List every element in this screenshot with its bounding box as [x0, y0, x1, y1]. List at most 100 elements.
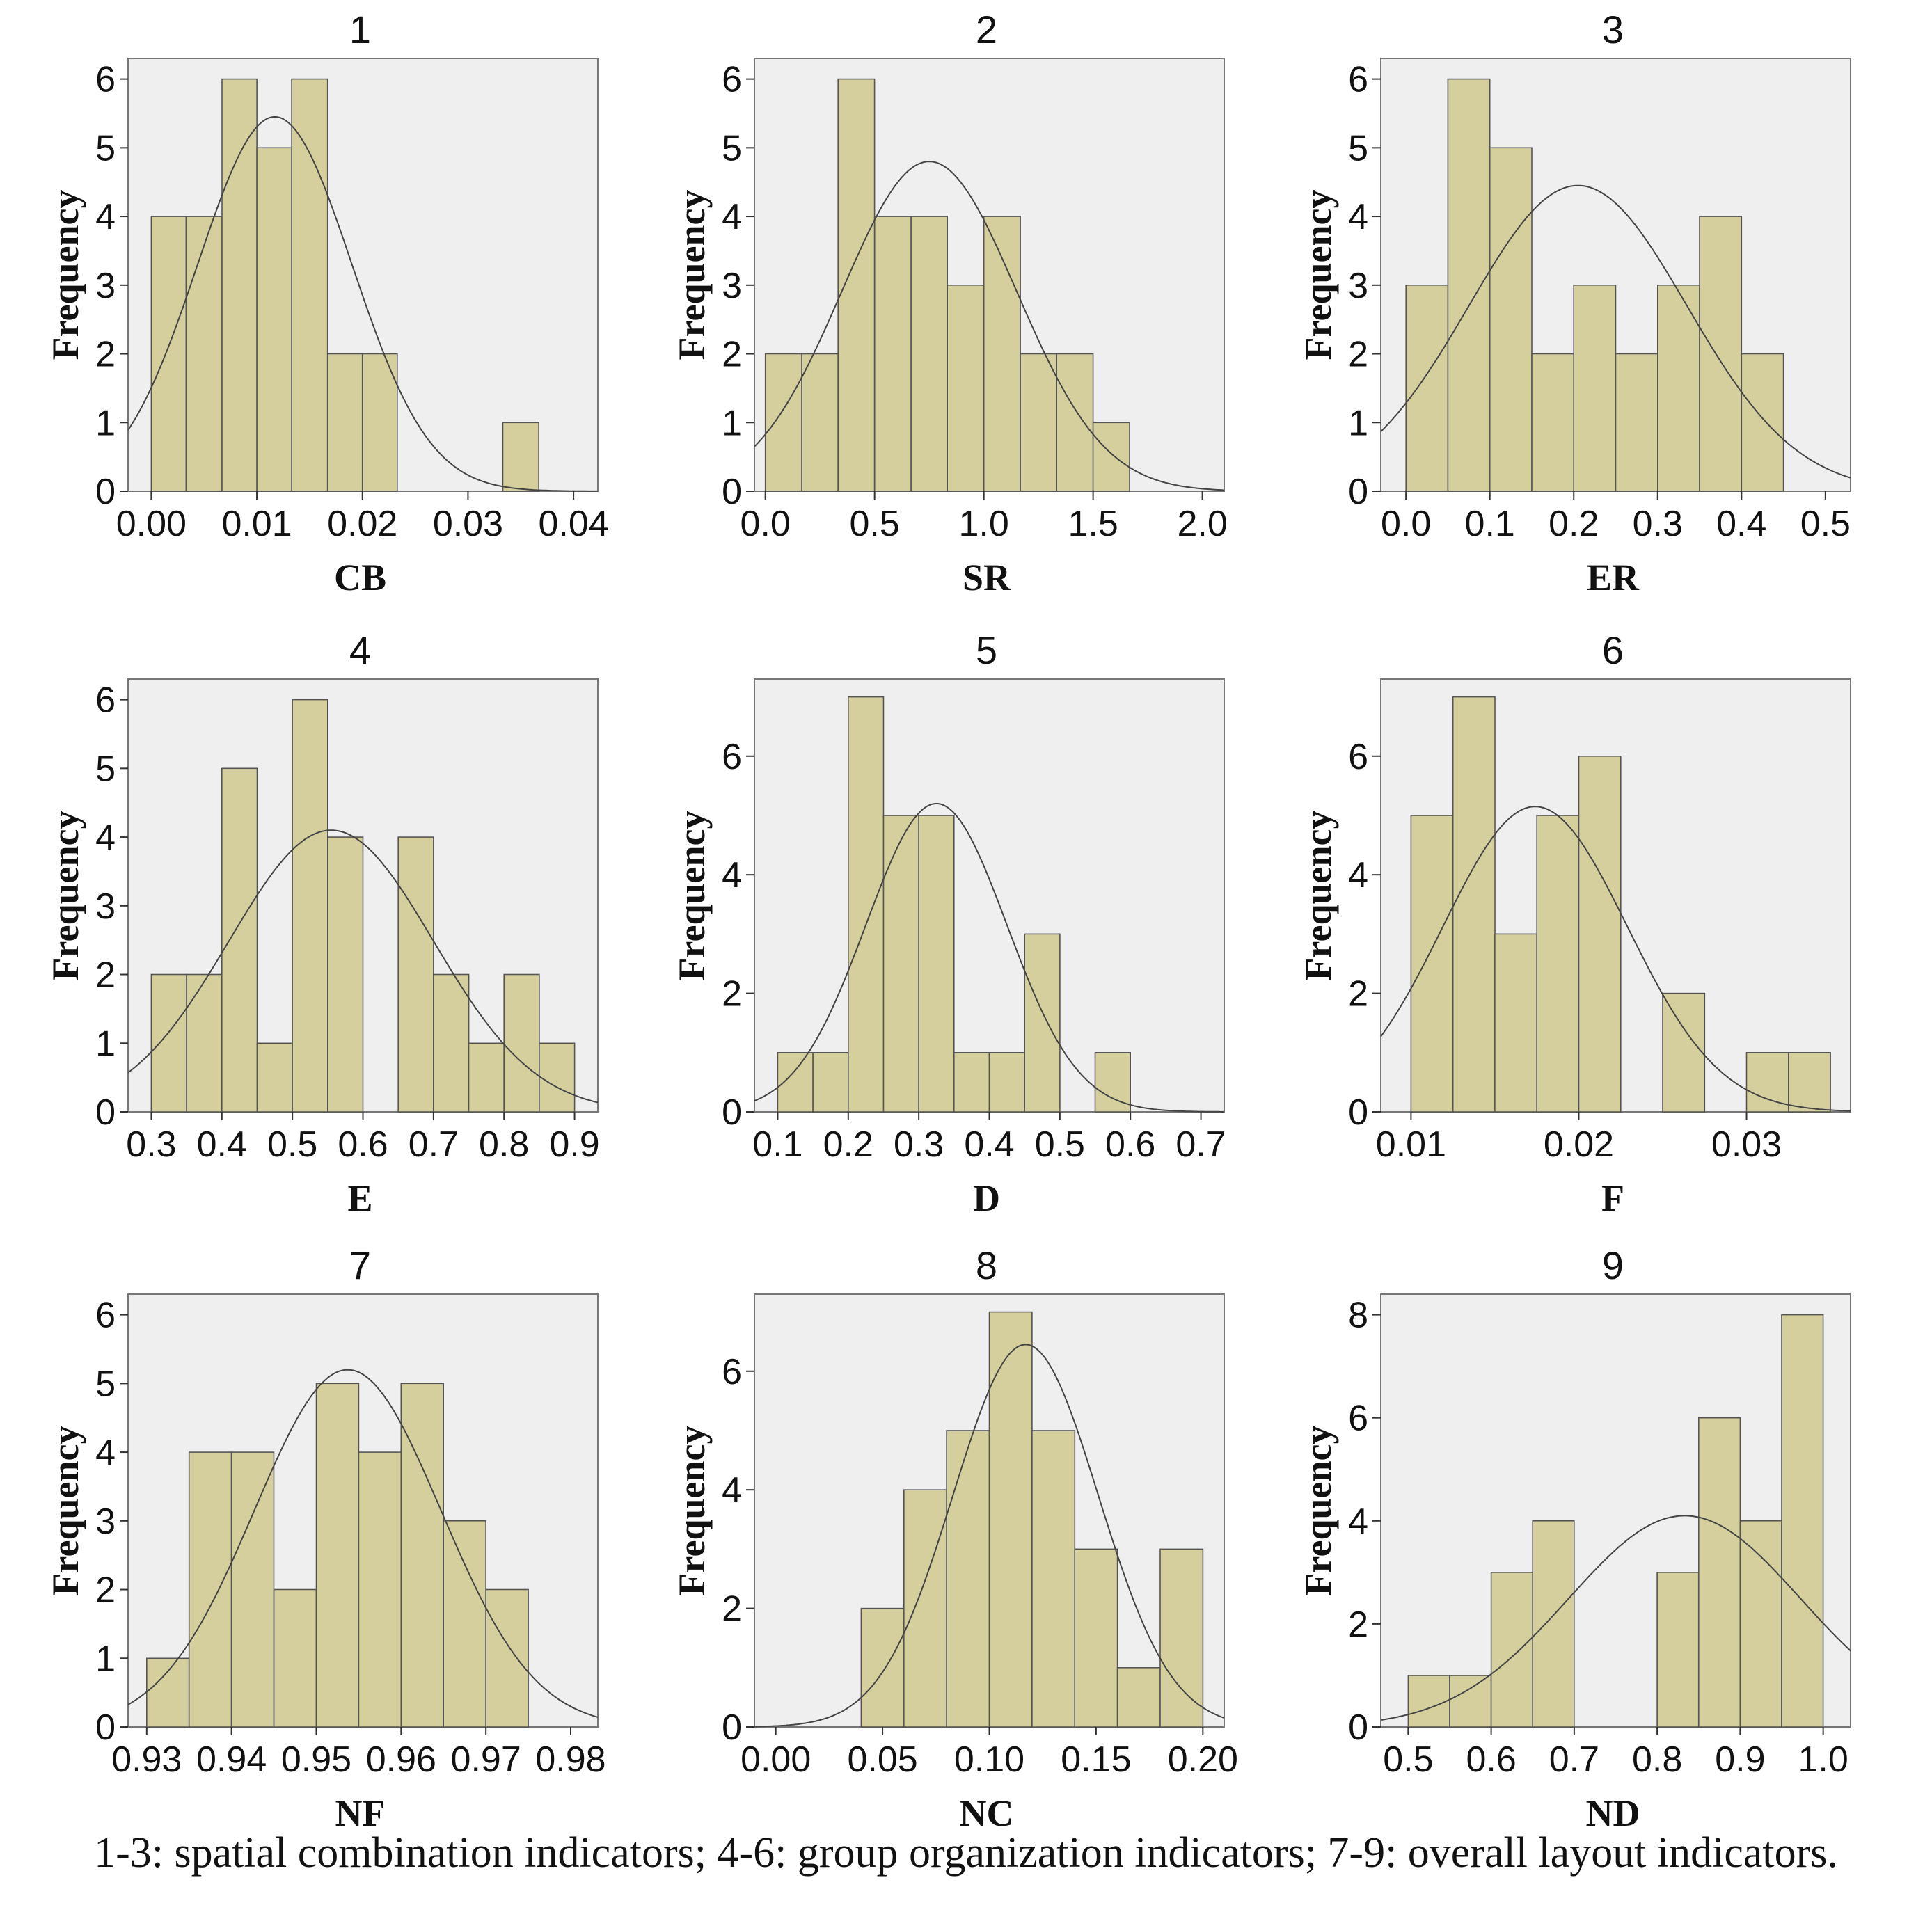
x-tick-label: 0.96	[366, 1739, 436, 1780]
histogram-bar	[1410, 815, 1454, 1113]
x-tick-label: 0.3	[894, 1124, 944, 1165]
histogram-bar	[1092, 422, 1130, 492]
x-tick-label: 0.4	[197, 1124, 247, 1165]
x-tick-label: 0.6	[1466, 1739, 1516, 1780]
x-tick-label: 0.00	[116, 504, 187, 544]
y-tick-label: 3	[95, 266, 116, 306]
panel-title: 2	[976, 8, 997, 51]
y-tick-label: 0	[722, 1707, 742, 1748]
histogram-bar	[1536, 815, 1580, 1113]
x-tick-label: 0.5	[1383, 1739, 1433, 1780]
y-tick-label: 2	[722, 1589, 742, 1630]
histogram-bar	[882, 815, 920, 1113]
histogram-bar	[903, 1489, 948, 1728]
x-axis-label: ER	[1587, 557, 1640, 598]
histogram-bar	[1745, 1052, 1789, 1113]
y-axis-label: Frequency	[45, 190, 86, 360]
normal-curve	[754, 161, 1225, 491]
histogram-bar	[1531, 353, 1575, 492]
x-tick-label: 0.1	[1465, 504, 1515, 544]
y-tick-label: 2	[722, 974, 742, 1014]
x-tick-label: 0.6	[1105, 1124, 1155, 1165]
histogram-bar	[273, 1588, 317, 1728]
y-tick-label: 5	[722, 128, 742, 168]
x-axis-label: E	[347, 1177, 372, 1219]
y-axis-label: Frequency	[45, 1426, 86, 1596]
x-tick-label: 0.9	[1715, 1739, 1765, 1780]
histogram-bar	[150, 216, 187, 492]
histogram-bar	[256, 1042, 294, 1113]
y-axis-label: Frequency	[1297, 190, 1339, 360]
y-tick-label: 1	[95, 1639, 116, 1679]
y-tick-label: 4	[722, 855, 742, 895]
histogram-bar	[468, 1042, 505, 1113]
y-tick-label: 4	[722, 197, 742, 237]
x-tick-label: 0.8	[479, 1124, 529, 1165]
histogram-bar	[988, 1052, 1026, 1113]
histogram-panel-1: 0 1 2 3 4 5 6 0.00 0.01 0.02 0.03 0.04 1 CB Frequency	[45, 8, 609, 598]
histogram-bar	[764, 353, 802, 492]
histogram-bar	[918, 815, 955, 1113]
histogram-bar	[860, 1607, 905, 1728]
y-axis-label: Frequency	[671, 190, 713, 360]
x-tick-label: 0.03	[433, 504, 503, 544]
y-tick-label: 6	[95, 60, 116, 100]
x-tick-label: 0.03	[1711, 1124, 1782, 1165]
x-tick-label: 0.0	[741, 504, 791, 544]
histogram-bar	[801, 353, 839, 492]
histogram-panel-3: 0 1 2 3 4 5 6 0.0 0.1 0.2 0.3 0.4 0.5 3 ER Frequency	[1297, 8, 1851, 598]
histogram-bar	[1573, 284, 1617, 492]
histogram-bar	[1699, 216, 1743, 492]
x-tick-label: 0.3	[1633, 504, 1683, 544]
histogram-bar	[812, 1052, 849, 1113]
histogram-bar	[1094, 1052, 1132, 1113]
y-tick-label: 1	[95, 1024, 116, 1064]
histogram-bar	[221, 78, 258, 492]
y-tick-label: 6	[95, 680, 116, 721]
histogram-bar	[1452, 696, 1496, 1113]
y-axis-label: Frequency	[1297, 1426, 1339, 1596]
x-tick-label: 0.98	[535, 1739, 605, 1780]
histogram-bar	[315, 1383, 360, 1728]
panel-title: 3	[1602, 8, 1624, 51]
histogram-bar	[1532, 1520, 1575, 1728]
histogram-bar	[1031, 1430, 1076, 1728]
histogram-bar	[1615, 353, 1658, 492]
histogram-bar	[230, 1451, 275, 1728]
histogram-bar	[1494, 933, 1537, 1113]
x-tick-label: 0.95	[281, 1739, 351, 1780]
histogram-bar	[1405, 284, 1449, 492]
histogram-bar	[150, 973, 187, 1113]
y-axis-label: Frequency	[671, 811, 713, 981]
x-axis-label: ND	[1586, 1792, 1640, 1834]
y-tick-label: 3	[1348, 266, 1368, 306]
x-tick-label: 0.2	[823, 1124, 873, 1165]
x-tick-label: 0.6	[338, 1124, 388, 1165]
histogram-bar	[292, 699, 328, 1113]
x-tick-label: 0.94	[196, 1739, 267, 1780]
panel-title: 5	[976, 628, 997, 672]
histogram-bar	[1490, 1572, 1534, 1728]
x-tick-label: 1.0	[959, 504, 1009, 544]
panel-title: 4	[349, 628, 371, 672]
histogram-panel-5: 0 2 4 6 0.1 0.2 0.3 0.4 0.5 0.6 0.7 5 D Frequency	[671, 628, 1226, 1219]
figure-caption: 1-3: spatial combination indicators; 4-6…	[94, 1829, 1838, 1877]
histogram-bar	[326, 353, 363, 492]
histogram-bar	[947, 284, 985, 492]
histogram-bar	[1656, 1572, 1700, 1728]
histogram-bar	[848, 696, 885, 1113]
y-tick-label: 4	[1348, 855, 1368, 895]
y-axis-label: Frequency	[671, 1426, 713, 1596]
x-tick-label: 0.5	[1800, 504, 1851, 544]
x-tick-label: 0.5	[850, 504, 900, 544]
y-tick-label: 6	[1348, 60, 1368, 100]
histogram-bar	[400, 1383, 444, 1728]
panel-title: 8	[976, 1243, 997, 1287]
y-tick-label: 5	[1348, 128, 1368, 168]
x-tick-label: 0.15	[1061, 1739, 1131, 1780]
histogram-bar	[397, 836, 434, 1113]
y-tick-label: 1	[95, 403, 116, 443]
histogram-bar	[946, 1430, 990, 1728]
x-tick-label: 0.20	[1168, 1739, 1238, 1780]
